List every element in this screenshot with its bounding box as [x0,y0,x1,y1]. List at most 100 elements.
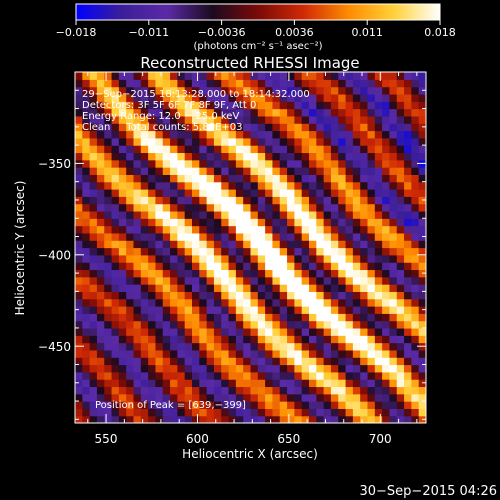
heatmap-cell [287,210,295,219]
heatmap-cell [352,386,361,395]
heatmap-cell [389,408,398,417]
heatmap-cell [221,327,230,336]
heatmap-cell [374,327,383,336]
heatmap-cell [89,189,98,197]
heatmap-cell [382,357,391,366]
heatmap-cell [382,386,391,395]
heatmap-cell [265,254,274,263]
heatmap-cell [126,86,135,95]
heatmap-cell [213,320,222,329]
heatmap-cell [301,232,310,241]
plot-frame [74,71,427,424]
heatmap-cell [96,123,105,132]
heatmap-cell [360,174,369,183]
heatmap-cell [272,123,281,132]
heatmap-cell [89,145,98,154]
heatmap-cell [404,108,412,117]
heatmap-cell [294,284,303,292]
heatmap-cell [148,159,157,168]
heatmap-cell [118,196,127,205]
heatmap-cell [404,210,412,219]
heatmap-cell [265,159,274,168]
heatmap-cell [396,130,405,139]
heatmap-cell [184,408,193,417]
heatmap-cell [118,167,127,175]
heatmap-cell [257,379,266,388]
heatmap-cell [257,108,266,117]
heatmap-cell [272,108,281,117]
heatmap-cell [192,357,200,366]
heatmap-cell [382,152,391,161]
heatmap-cell [330,276,339,285]
heatmap-cell [374,145,383,154]
heatmap-cell [177,174,186,183]
heatmap-cell [126,313,135,322]
heatmap-cell [82,123,91,132]
heatmap-cell [228,247,237,256]
heatmap-cell [396,298,405,307]
heatmap-cell [162,379,171,388]
heatmap-cell [118,284,127,292]
heatmap-cell [177,349,186,358]
heatmap-cell [184,72,193,80]
heatmap-cell [294,159,303,168]
heatmap-cell [309,115,317,124]
heatmap-cell [89,93,98,102]
heatmap-cell [411,262,420,271]
heatmap-cell [294,298,303,307]
heatmap-cell [133,401,142,409]
annotation-energy-range: Energy Range: 12.0 − 25.0 keV [82,111,239,122]
heatmap-cell [396,415,405,423]
heatmap-cell [184,86,193,95]
x-axis-label: Heliocentric X (arcsec) [182,447,318,461]
heatmap-cell [111,298,120,307]
heatmap-cell [338,108,347,117]
heatmap-cell [206,196,215,205]
heatmap-cell [309,357,317,366]
heatmap-cell [309,327,317,336]
heatmap-cell [192,167,200,175]
heatmap-cell [250,196,259,205]
heatmap-cell [389,262,398,271]
heatmap-cell [330,232,339,241]
heatmap-cell [367,335,376,344]
heatmap-cell [162,79,171,88]
heatmap-cell [89,225,98,234]
heatmap-cell [170,174,178,183]
heatmap-cell [126,145,135,154]
heatmap-cell [126,210,135,219]
heatmap-cell [287,101,295,110]
heatmap-cell [374,181,383,190]
heatmap-cell [104,349,113,358]
heatmap-cell [411,379,420,388]
heatmap-cell [75,386,83,395]
heatmap-cell [126,393,135,402]
heatmap-cell [221,152,230,161]
heatmap-cell [404,101,412,110]
heatmap-cell [162,137,171,146]
heatmap-cell [352,115,361,124]
heatmap-cell [272,130,281,139]
heatmap-cell [184,159,193,168]
heatmap-cell [140,262,149,271]
heatmap-cell [411,159,420,168]
heatmap-cell [418,108,426,117]
heatmap-cell [104,225,113,234]
heatmap-cell [330,93,339,102]
heatmap-cell [133,291,142,300]
heatmap-cell [345,196,354,205]
heatmap-cell [265,357,274,366]
heatmap-cell [272,210,281,219]
heatmap-cell [111,130,120,139]
heatmap-cell [287,320,295,329]
heatmap-cell [243,72,252,80]
heatmap-cell [82,262,91,271]
heatmap-cell [309,232,317,241]
heatmap-cell [338,203,347,212]
colorbar [75,3,441,21]
heatmap-cell [257,101,266,110]
heatmap-cell [170,152,178,161]
heatmap-cell [294,181,303,190]
heatmap-cell [243,379,252,388]
heatmap-cell [82,108,91,117]
